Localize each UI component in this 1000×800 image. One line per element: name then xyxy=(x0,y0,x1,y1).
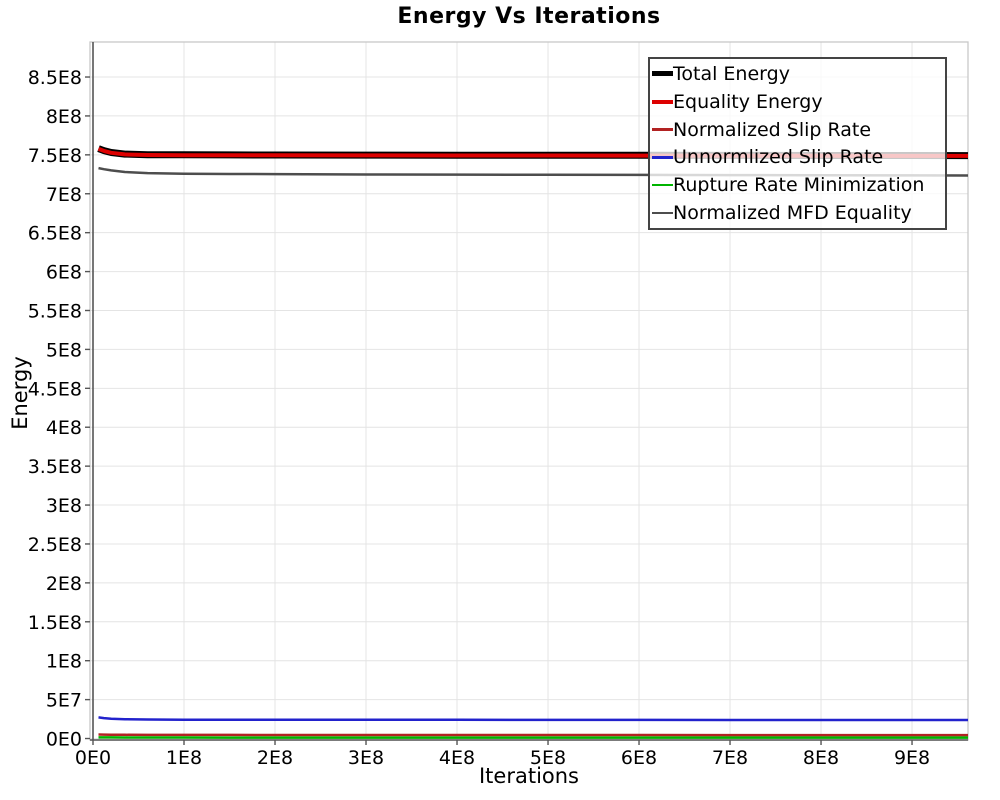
y-tick-label: 4.5E8 xyxy=(28,378,82,400)
legend-label: Rupture Rate Minimization xyxy=(673,174,925,197)
x-tick-label: 6E8 xyxy=(621,747,657,769)
x-axis-label: Iterations xyxy=(478,764,580,788)
x-tick-label: 8E8 xyxy=(803,747,839,769)
y-tick-label: 5E7 xyxy=(46,690,82,712)
series-line-normalized-slip-rate xyxy=(98,733,968,737)
legend-item: Unnormlized Slip Rate xyxy=(652,144,945,171)
legend-label: Unnormlized Slip Rate xyxy=(673,146,884,169)
legend-label: Normalized MFD Equality xyxy=(673,202,912,225)
y-tick-label: 6.5E8 xyxy=(28,223,82,245)
y-tick-label: 5E8 xyxy=(46,339,82,361)
y-tick-label: 5.5E8 xyxy=(28,300,82,322)
y-tick-label: 7.5E8 xyxy=(28,145,82,167)
y-tick-label: 2E8 xyxy=(46,573,82,595)
legend-label: Equality Energy xyxy=(673,90,823,113)
x-tick-label: 4E8 xyxy=(439,747,475,769)
y-tick-label: 0E0 xyxy=(46,729,82,751)
x-tick-label: 9E8 xyxy=(894,747,930,769)
legend-item: Equality Energy xyxy=(652,88,945,115)
legend-swatch-line-icon xyxy=(652,156,673,159)
legend-swatch-line-icon xyxy=(652,211,673,215)
chart-title: Energy Vs Iterations xyxy=(397,4,661,29)
x-tick-label: 3E8 xyxy=(348,747,384,769)
x-tick-label: 2E8 xyxy=(257,747,293,769)
legend-item: Normalized MFD Equality xyxy=(652,200,945,227)
x-tick-label: 1E8 xyxy=(166,747,202,769)
y-tick-label: 4E8 xyxy=(46,417,82,439)
x-tick-label: 0E0 xyxy=(75,747,111,769)
series-line-unnormlized-slip-rate xyxy=(98,716,968,722)
legend-swatch-line-icon xyxy=(652,71,673,77)
x-tick-label: 7E8 xyxy=(712,747,748,769)
legend-swatch-line-icon xyxy=(652,128,673,131)
legend-item: Total Energy xyxy=(652,60,945,87)
legend-label: Total Energy xyxy=(673,62,790,85)
y-tick-label: 3E8 xyxy=(46,495,82,517)
legend-item: Normalized Slip Rate xyxy=(652,116,945,143)
legend: Total Energy Equality Energy Normalized Sl… xyxy=(648,57,947,230)
y-tick-label: 7E8 xyxy=(46,184,82,206)
legend-item: Rupture Rate Minimization xyxy=(652,172,945,199)
x-tick-label: 5E8 xyxy=(530,747,566,769)
legend-label: Normalized Slip Rate xyxy=(673,118,872,141)
y-tick-label: 3.5E8 xyxy=(28,456,82,478)
y-tick-label: 6E8 xyxy=(46,262,82,284)
legend-swatch-line-icon xyxy=(652,99,673,104)
y-tick-label: 2.5E8 xyxy=(28,534,82,556)
y-tick-label: 8.5E8 xyxy=(28,67,82,89)
y-tick-label: 8E8 xyxy=(46,106,82,128)
legend-swatch-line-icon xyxy=(652,183,673,187)
y-tick-label: 1.5E8 xyxy=(28,612,82,634)
y-tick-label: 1E8 xyxy=(46,651,82,673)
